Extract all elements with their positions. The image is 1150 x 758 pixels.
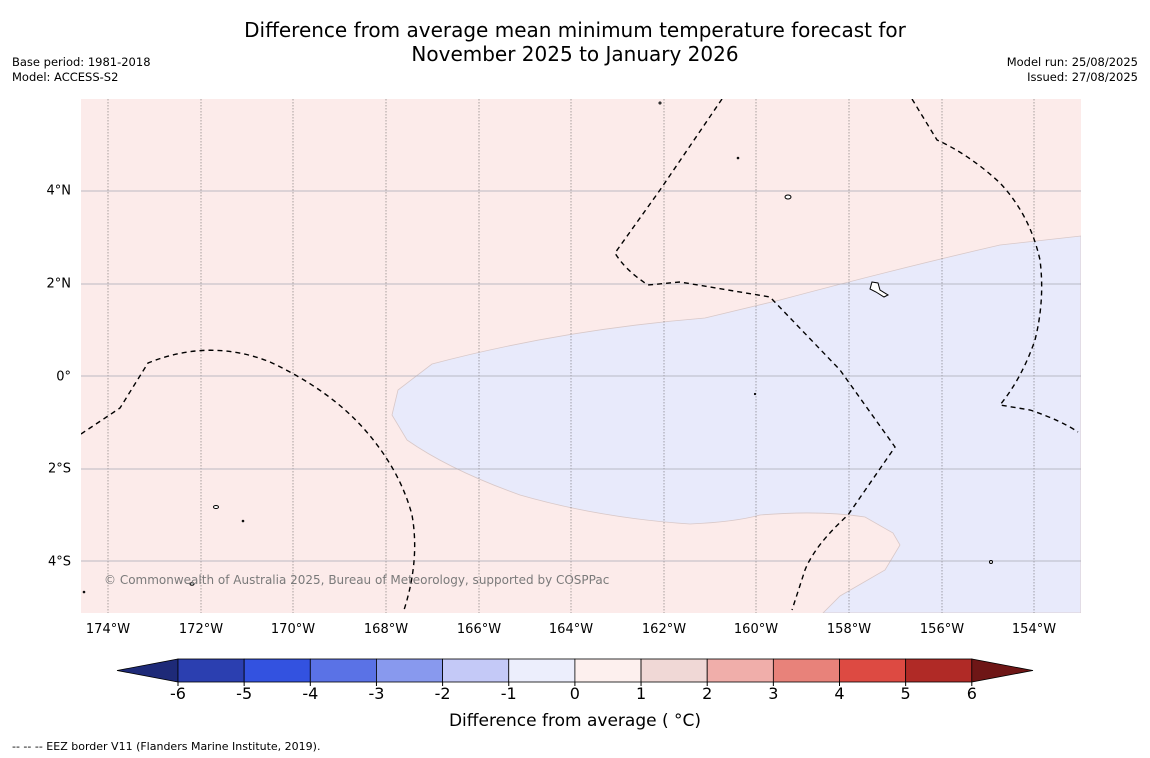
lon-tick: 174°W [85, 622, 131, 637]
chart-title: Difference from average mean minimum tem… [0, 18, 1150, 66]
colorbar-tick-label: 4 [834, 684, 845, 703]
colorbar-tick-label: 5 [900, 684, 911, 703]
colorbar-tick-label: -4 [302, 684, 319, 703]
colorbar-tick-label: -6 [170, 684, 186, 703]
meta-left: Base period: 1981-2018 Model: ACCESS-S2 [12, 55, 151, 85]
copyright-notice: © Commonwealth of Australia 2025, Bureau… [104, 573, 610, 587]
lat-tick: 2°S [47, 461, 71, 477]
colorbar-tick-label: 1 [635, 684, 647, 703]
base-period-text: Base period: 1981-2018 [12, 55, 151, 69]
lat-tick: 2°N [46, 276, 72, 292]
colorbar-tick-label: 3 [768, 684, 779, 703]
lon-tick: 168°W [363, 622, 409, 637]
colorbar-tick-label: 0 [569, 684, 580, 703]
lat-tick: 4°N [46, 183, 72, 199]
colorbar-tick-label: -5 [236, 684, 253, 703]
lon-tick: 156°W [919, 622, 965, 637]
lon-tick: 164°W [548, 622, 594, 637]
title-line-1: Difference from average mean minimum tem… [244, 18, 906, 42]
issued-text: Issued: 27/08/2025 [1027, 70, 1138, 84]
lat-tick: 4°S [47, 554, 71, 570]
lon-tick: 162°W [641, 622, 687, 637]
lon-tick: 160°W [733, 622, 779, 637]
eez-footnote: -- -- -- EEZ border V11 (Flanders Marine… [12, 740, 321, 753]
lat-tick: 0° [56, 369, 71, 385]
colorbar-tick-label: 2 [702, 684, 713, 703]
anomaly-region-negative [391, 235, 1081, 613]
lon-tick: 154°W [1011, 622, 1057, 637]
colorbar-label: Difference from average ( °C) [448, 711, 702, 731]
colorbar-tick-label: -1 [500, 684, 517, 703]
lon-tick: 172°W [178, 622, 224, 637]
model-text: Model: ACCESS-S2 [12, 70, 119, 84]
colorbar-tick-label: 6 [966, 684, 977, 703]
lon-tick: 158°W [826, 622, 872, 637]
lon-tick: 170°W [270, 622, 316, 637]
eez-borders [81, 99, 1079, 611]
colorbar-tick-label: -2 [434, 684, 451, 703]
meta-right: Model run: 25/08/2025 Issued: 27/08/2025 [1007, 55, 1138, 85]
model-run-text: Model run: 25/08/2025 [1006, 55, 1138, 69]
lon-tick: 166°W [456, 622, 502, 637]
colorbar-tick-label: -3 [368, 684, 385, 703]
title-line-2: November 2025 to January 2026 [411, 42, 739, 66]
islands [82, 101, 993, 594]
